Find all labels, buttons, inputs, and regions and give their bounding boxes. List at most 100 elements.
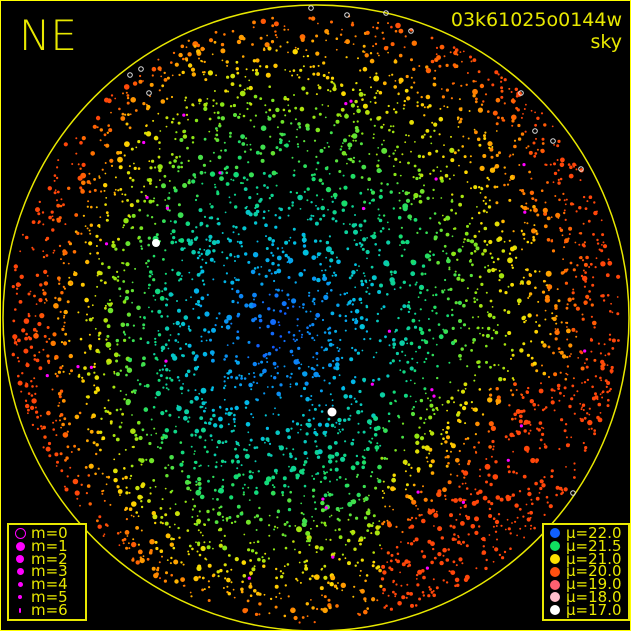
star (378, 218, 383, 223)
star (446, 314, 450, 318)
star (362, 66, 368, 72)
star (546, 284, 553, 290)
star (383, 520, 386, 524)
star (463, 382, 468, 387)
star (460, 389, 466, 394)
star (235, 376, 239, 380)
star (571, 297, 575, 301)
star (354, 327, 357, 330)
star (359, 542, 362, 546)
star (465, 299, 468, 302)
brightness-legend-row: μ=20.0 (544, 564, 628, 579)
star (195, 541, 197, 544)
star (361, 132, 364, 135)
star (193, 576, 199, 582)
star (398, 199, 401, 202)
star (441, 214, 444, 217)
star (251, 567, 256, 572)
star (179, 138, 184, 142)
star (432, 590, 435, 592)
star (602, 241, 605, 244)
star (148, 283, 151, 287)
star (335, 357, 340, 362)
star (370, 265, 374, 269)
star (291, 74, 294, 77)
star (256, 240, 259, 243)
star (363, 380, 366, 383)
star (314, 574, 320, 580)
star (225, 60, 229, 64)
star (157, 164, 163, 170)
star (416, 91, 419, 94)
star (171, 74, 174, 77)
star (266, 361, 269, 363)
star (554, 195, 557, 197)
star (375, 79, 378, 82)
star (228, 238, 232, 243)
star (232, 225, 235, 228)
star (341, 589, 344, 592)
star (144, 131, 147, 135)
star (405, 198, 411, 203)
star (543, 408, 546, 410)
star (498, 289, 502, 293)
star (333, 441, 338, 445)
star (118, 107, 121, 111)
star (201, 60, 204, 63)
star (164, 282, 167, 285)
star (194, 395, 200, 401)
star (277, 413, 280, 416)
star (566, 365, 570, 368)
star (164, 428, 169, 433)
star (520, 189, 525, 193)
star (445, 88, 449, 92)
star (125, 373, 128, 377)
star (464, 344, 467, 347)
star (492, 445, 495, 448)
star (293, 241, 297, 245)
star (93, 365, 96, 369)
star (432, 197, 434, 200)
star (155, 572, 159, 576)
star (249, 119, 252, 122)
star (541, 364, 543, 367)
star (381, 147, 388, 154)
star (316, 455, 321, 459)
star (271, 98, 275, 103)
star (262, 564, 266, 568)
star (366, 523, 372, 528)
star (459, 358, 462, 361)
star (508, 239, 511, 242)
star (302, 372, 305, 375)
star (563, 487, 568, 492)
star (154, 485, 157, 488)
star (209, 417, 213, 421)
star (197, 251, 201, 254)
star (311, 475, 314, 477)
star (397, 215, 402, 220)
star (475, 450, 477, 453)
star (229, 105, 233, 108)
star (295, 338, 298, 341)
star (27, 312, 30, 316)
star (371, 597, 375, 601)
star (34, 392, 37, 395)
star (31, 385, 34, 388)
star (429, 217, 432, 220)
star (379, 544, 381, 547)
star (202, 73, 205, 76)
star (247, 340, 251, 344)
star (212, 151, 215, 154)
star (125, 546, 129, 550)
star (279, 45, 282, 48)
star (137, 140, 141, 144)
star (297, 366, 301, 370)
star (537, 428, 541, 432)
star (463, 476, 466, 479)
star (351, 346, 354, 350)
star (13, 341, 18, 345)
star (360, 243, 364, 247)
star (358, 223, 363, 228)
star (587, 420, 592, 425)
star (253, 125, 256, 128)
